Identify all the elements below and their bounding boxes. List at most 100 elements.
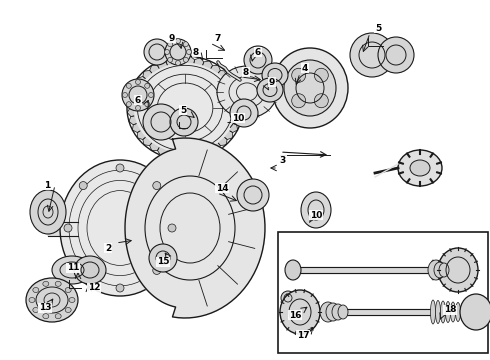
Text: 15: 15 <box>157 257 169 266</box>
Ellipse shape <box>456 302 461 321</box>
Polygon shape <box>211 143 220 150</box>
Polygon shape <box>230 124 238 132</box>
Text: 4: 4 <box>302 63 308 72</box>
Ellipse shape <box>450 302 456 322</box>
Ellipse shape <box>148 93 153 98</box>
Ellipse shape <box>281 291 295 305</box>
Ellipse shape <box>168 57 172 62</box>
Ellipse shape <box>332 304 344 320</box>
Ellipse shape <box>445 302 450 323</box>
Polygon shape <box>132 124 140 132</box>
Ellipse shape <box>170 108 198 136</box>
Ellipse shape <box>431 260 436 280</box>
Polygon shape <box>194 151 204 158</box>
Text: 6: 6 <box>135 95 141 104</box>
Ellipse shape <box>30 190 66 234</box>
Ellipse shape <box>217 66 277 118</box>
Polygon shape <box>127 99 134 108</box>
Ellipse shape <box>165 50 170 54</box>
Ellipse shape <box>292 94 306 108</box>
Ellipse shape <box>136 105 141 111</box>
Ellipse shape <box>436 301 441 324</box>
Polygon shape <box>203 148 213 155</box>
Ellipse shape <box>64 224 72 232</box>
Polygon shape <box>125 138 265 318</box>
Ellipse shape <box>230 99 258 127</box>
Text: 9: 9 <box>169 33 175 42</box>
Ellipse shape <box>29 297 35 302</box>
Ellipse shape <box>122 79 154 111</box>
Ellipse shape <box>436 260 441 280</box>
Ellipse shape <box>428 260 444 280</box>
Ellipse shape <box>301 192 331 228</box>
Ellipse shape <box>244 46 272 74</box>
Ellipse shape <box>431 300 436 324</box>
Ellipse shape <box>153 266 161 274</box>
Ellipse shape <box>338 305 348 319</box>
Text: 10: 10 <box>232 113 244 122</box>
Ellipse shape <box>116 164 124 172</box>
Polygon shape <box>143 138 151 145</box>
Ellipse shape <box>131 60 239 156</box>
Ellipse shape <box>326 303 340 321</box>
Ellipse shape <box>122 93 127 98</box>
Polygon shape <box>234 116 241 125</box>
Ellipse shape <box>398 150 442 186</box>
Ellipse shape <box>116 284 124 292</box>
Text: 5: 5 <box>180 105 186 114</box>
Polygon shape <box>203 61 213 68</box>
Ellipse shape <box>65 288 71 293</box>
Polygon shape <box>219 71 227 78</box>
Ellipse shape <box>55 314 61 319</box>
Ellipse shape <box>280 290 320 334</box>
Ellipse shape <box>26 278 78 322</box>
Ellipse shape <box>378 37 414 73</box>
Polygon shape <box>225 131 233 139</box>
Ellipse shape <box>445 261 450 279</box>
Ellipse shape <box>74 256 106 284</box>
Ellipse shape <box>441 301 445 323</box>
Ellipse shape <box>60 160 180 296</box>
Ellipse shape <box>144 39 170 65</box>
Polygon shape <box>149 66 159 73</box>
Polygon shape <box>236 99 243 108</box>
Text: 11: 11 <box>67 264 79 273</box>
Polygon shape <box>48 222 78 236</box>
Ellipse shape <box>143 104 179 140</box>
Polygon shape <box>137 77 145 85</box>
Text: 13: 13 <box>39 303 51 312</box>
Polygon shape <box>132 84 140 92</box>
Text: 1: 1 <box>44 180 50 189</box>
Polygon shape <box>225 77 233 85</box>
Ellipse shape <box>285 260 301 280</box>
Ellipse shape <box>165 39 191 65</box>
Ellipse shape <box>52 256 92 284</box>
Text: 14: 14 <box>216 184 228 193</box>
Ellipse shape <box>438 248 478 292</box>
Text: 5: 5 <box>375 23 381 32</box>
Text: 16: 16 <box>289 310 301 320</box>
Ellipse shape <box>43 314 49 319</box>
Text: 17: 17 <box>296 330 309 339</box>
Ellipse shape <box>439 263 449 277</box>
Ellipse shape <box>262 63 288 87</box>
Polygon shape <box>175 153 185 160</box>
Ellipse shape <box>126 102 131 107</box>
Polygon shape <box>211 66 220 73</box>
Ellipse shape <box>456 261 461 279</box>
Text: 6: 6 <box>255 48 261 57</box>
Polygon shape <box>236 108 243 117</box>
Ellipse shape <box>237 179 269 211</box>
Polygon shape <box>166 151 176 158</box>
Ellipse shape <box>183 57 188 62</box>
Ellipse shape <box>450 261 456 279</box>
Ellipse shape <box>257 78 283 102</box>
Ellipse shape <box>33 307 39 312</box>
Text: 12: 12 <box>88 284 100 292</box>
Polygon shape <box>137 131 145 139</box>
Ellipse shape <box>149 244 177 272</box>
Polygon shape <box>185 56 195 63</box>
Ellipse shape <box>168 224 176 232</box>
Ellipse shape <box>314 94 328 108</box>
Text: 8: 8 <box>193 48 199 57</box>
